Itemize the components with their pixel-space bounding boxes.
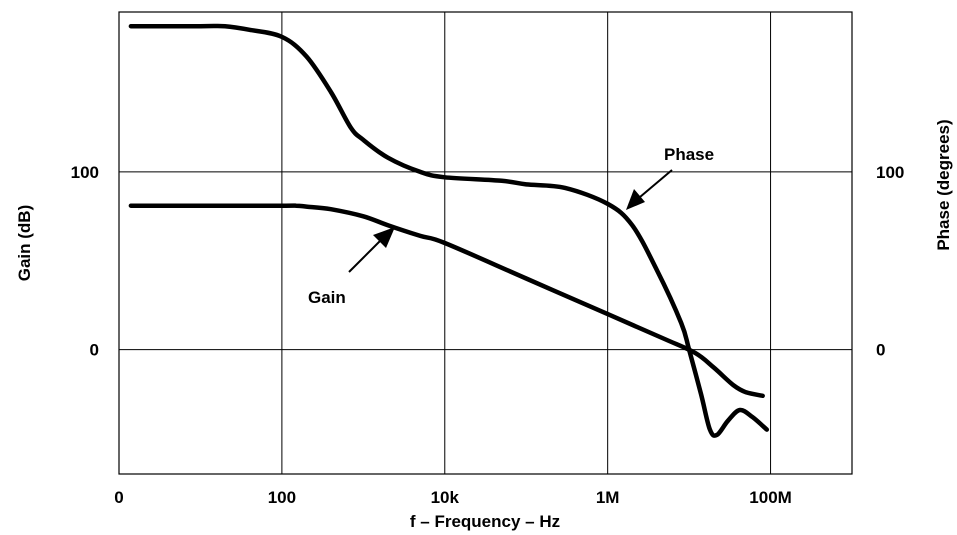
gain-arrow [348,240,381,273]
phase-series-line [128,23,770,438]
x-axis-label: f – Frequency – Hz [410,512,560,531]
phase-arrowhead [626,189,645,210]
y-tick-label-left: 0 [90,341,99,360]
grid-lines [119,12,852,474]
tick-labels: 0 100 10k 1M 100M 0 100 0 100 [71,163,905,507]
gain-annotation: Gain [308,288,346,307]
x-tick-label: 100 [268,488,296,507]
x-tick-label: 1M [596,488,620,507]
gain-series-line [128,203,765,399]
y-axis-label-right: Phase (degrees) [934,119,953,250]
y-tick-label-right: 100 [876,163,904,182]
x-tick-label: 10k [431,488,460,507]
y-axis-label-left: Gain (dB) [15,205,34,282]
phase-annotation: Phase [664,145,714,164]
gain-arrowhead [373,227,395,248]
curves [128,23,770,438]
y-tick-label-right: 0 [876,341,885,360]
plot-frame [118,11,853,475]
phase-arrow [639,169,673,198]
y-tick-label-left: 100 [71,163,99,182]
x-tick-label: 0 [114,488,123,507]
x-tick-label: 100M [749,488,792,507]
